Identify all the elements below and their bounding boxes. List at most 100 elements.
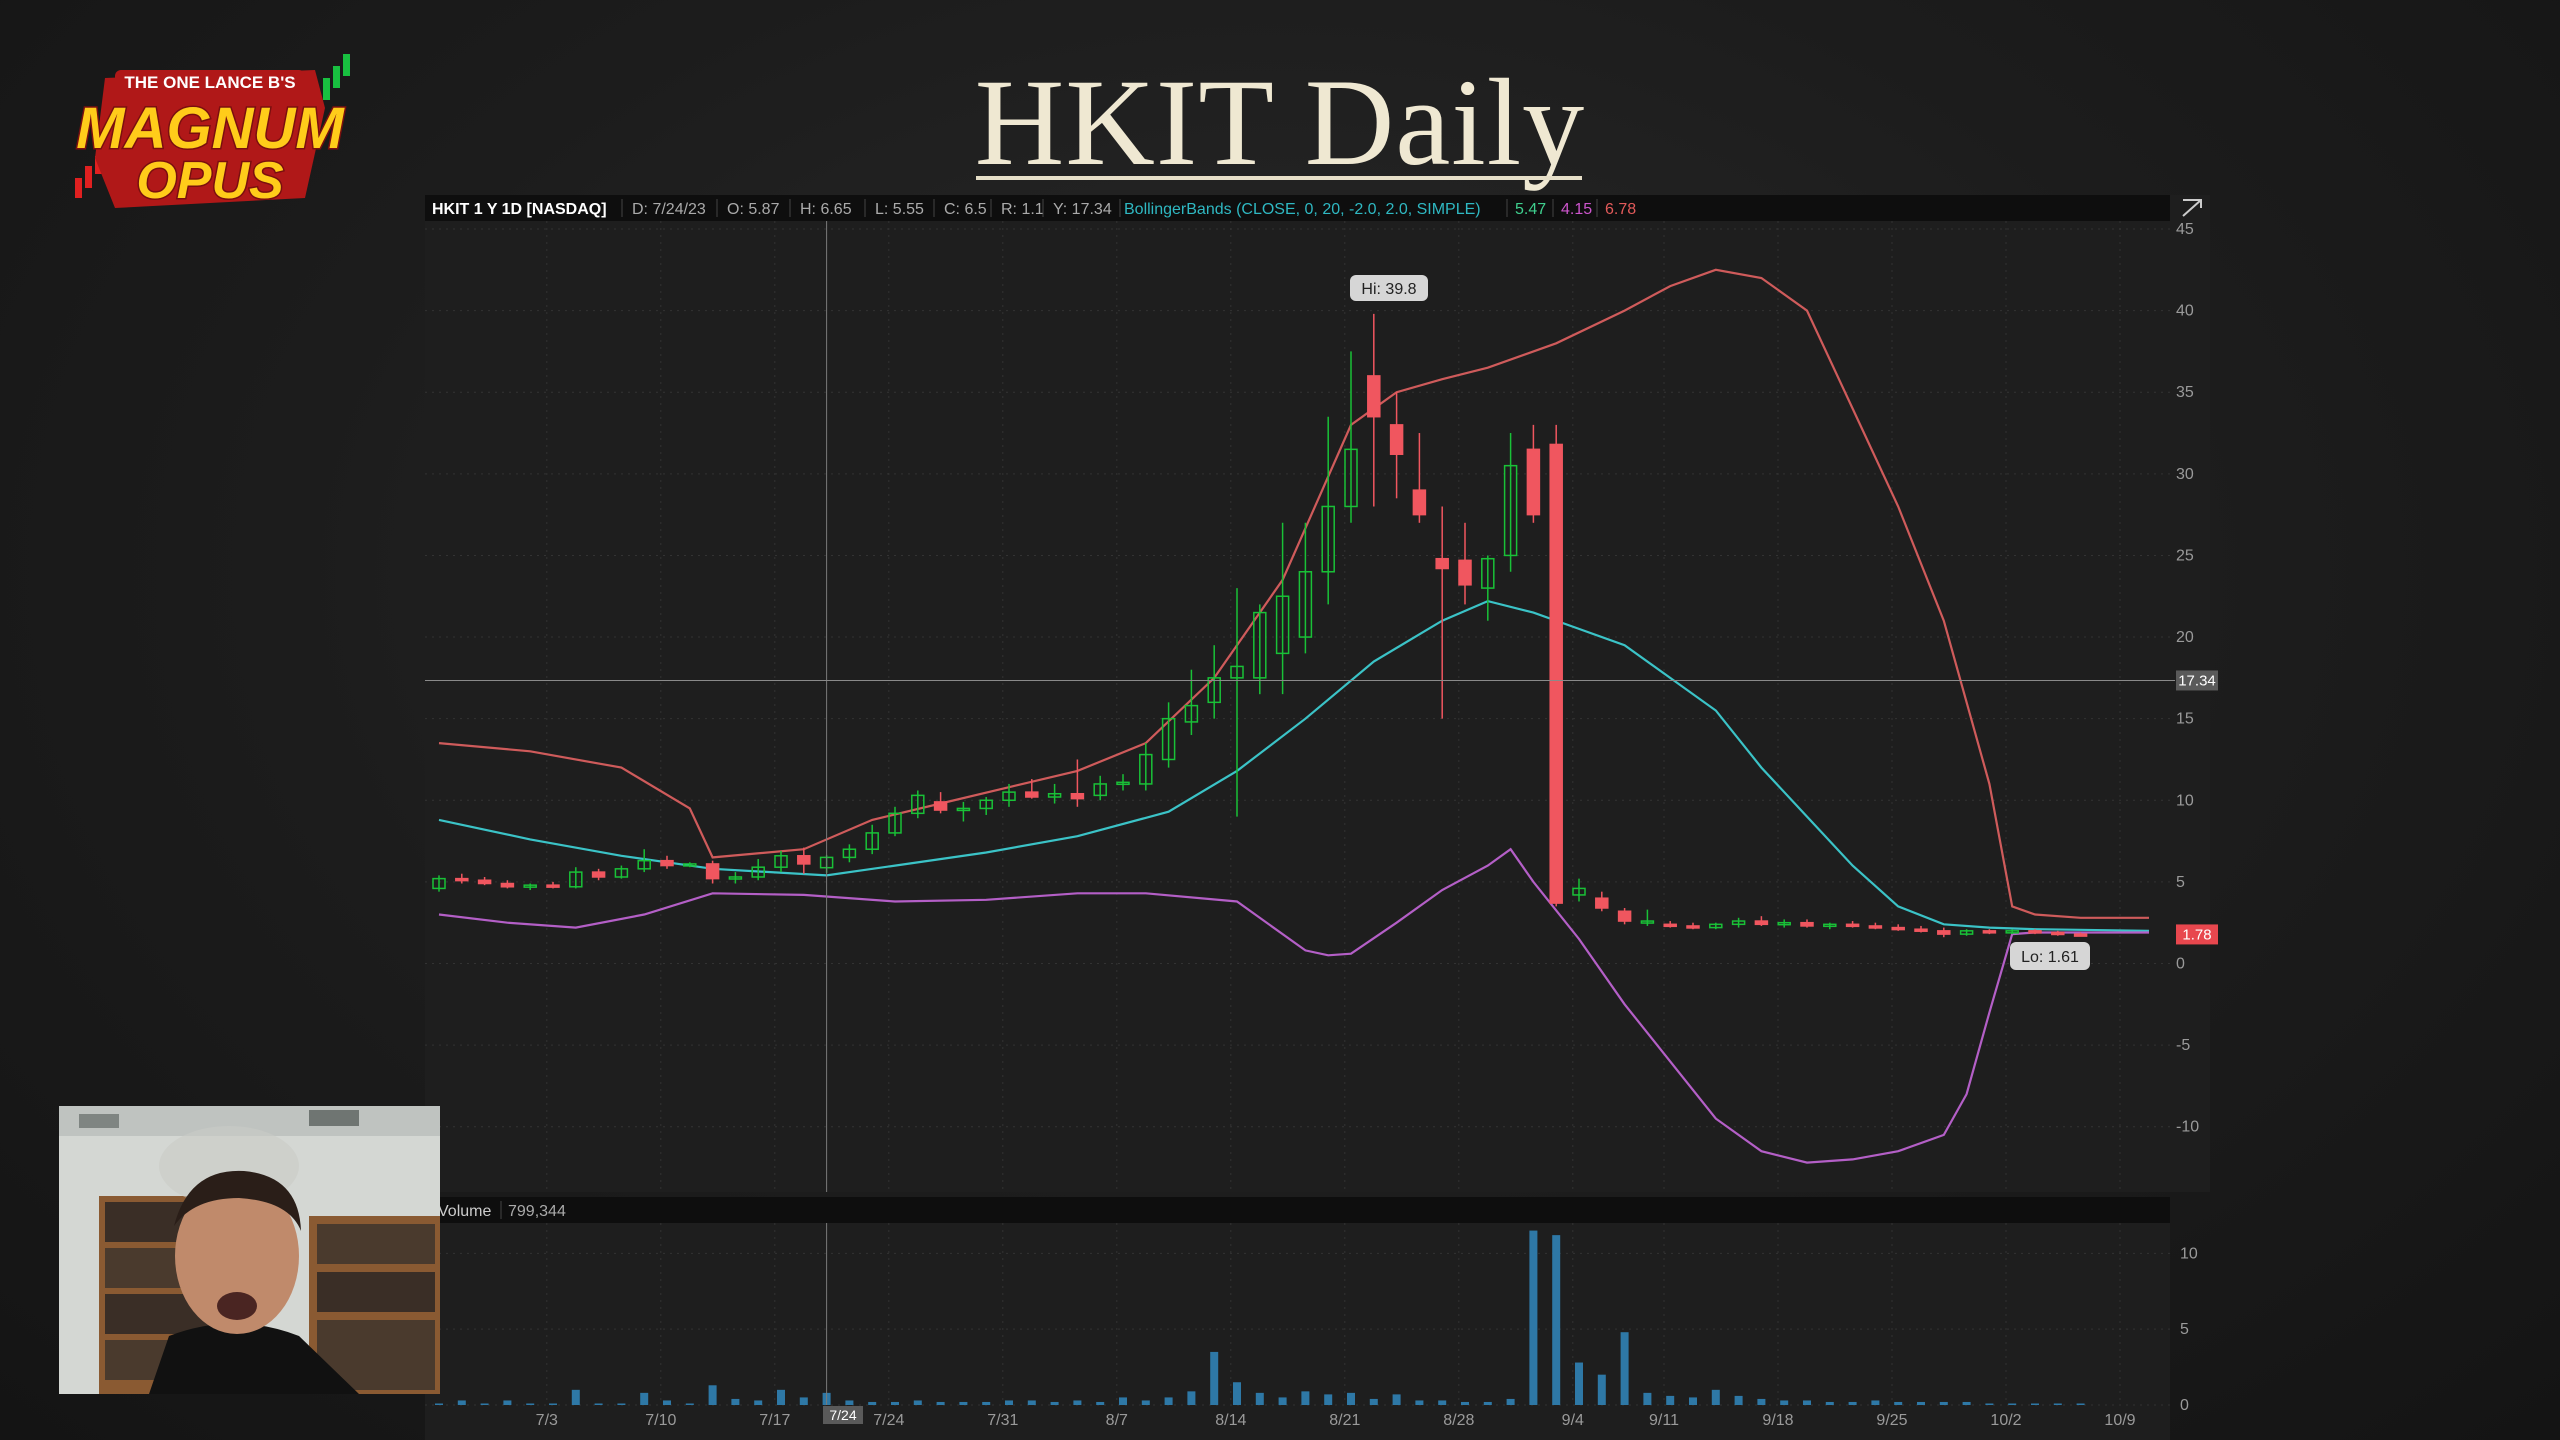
candle: [1344, 351, 1358, 523]
lo-marker-label: Lo: 1.61: [2021, 949, 2079, 966]
candle: [979, 797, 993, 815]
candle: [637, 849, 651, 873]
candle-body: [1914, 928, 1928, 932]
candle: [751, 859, 765, 881]
logo-top-text: THE ONE LANCE B'S: [124, 73, 295, 92]
crosshair: [425, 221, 2175, 1405]
lo-marker: Lo: 1.61: [2010, 942, 2090, 970]
candle: [1275, 522, 1290, 695]
candle: [1367, 313, 1381, 507]
candle: [1253, 604, 1267, 695]
volume-bar: [1141, 1400, 1150, 1405]
volume-bar: [640, 1392, 649, 1405]
volume-bar: [1369, 1398, 1378, 1405]
expand-icon[interactable]: [2179, 198, 2205, 220]
volume-bar: [1119, 1397, 1127, 1405]
hi-marker-label: Hi: 39.8: [1361, 281, 1416, 298]
volume-bar: [1597, 1374, 1606, 1405]
time-tick-label: 10/9: [2104, 1412, 2135, 1429]
candle-body: [1503, 464, 1518, 557]
time-tick-label: 7/31: [987, 1412, 1018, 1429]
candle-body: [1367, 375, 1381, 418]
volume-bar: [777, 1389, 785, 1405]
volume-bar: [1871, 1400, 1880, 1405]
candle: [842, 844, 857, 863]
candle-body: [1435, 557, 1449, 570]
candle-body: [751, 866, 765, 878]
header-y: Y: 17.34: [1053, 201, 1112, 218]
time-tick-label: 8/7: [1106, 1412, 1128, 1429]
volume-bar: [1711, 1389, 1720, 1405]
volume-bar: [1689, 1397, 1697, 1405]
logo-line2: OPUS: [136, 152, 284, 210]
candle: [1435, 506, 1449, 719]
header-low-value: 4.15: [1561, 201, 1592, 218]
header-bar: [425, 195, 2170, 221]
volume-bar: [480, 1403, 489, 1405]
candle: [1207, 645, 1221, 719]
price-tick-label: 10: [2176, 792, 2194, 809]
candle: [1481, 555, 1495, 621]
volume-bar: [731, 1398, 740, 1405]
candle-body: [1868, 925, 1883, 929]
volume-bar: [1073, 1400, 1082, 1405]
volume-bar: [1005, 1400, 1013, 1405]
volume-bar: [617, 1403, 626, 1405]
candle-body: [1686, 925, 1700, 929]
volume-tick-label: 5: [2180, 1321, 2189, 1338]
volume-bar: [1575, 1362, 1583, 1405]
price-chart[interactable]: 45 40 35 30 25 20 15 10 5 0 -5 -10 10 5 0 7/3 7/10 7/17 7/…: [425, 195, 2225, 1440]
header-low: L: 5.55: [875, 201, 924, 218]
time-tick-label: 7/24: [873, 1412, 904, 1429]
volume-bar: [549, 1403, 557, 1405]
volume-bar: [1666, 1395, 1675, 1405]
candle: [1709, 922, 1723, 930]
time-tick-label: 9/11: [1649, 1412, 1679, 1429]
candle-body: [523, 884, 537, 888]
crosshair-price-tag: 17.34: [2176, 670, 2218, 691]
candle: [1982, 929, 1997, 935]
candle-body: [888, 812, 902, 834]
candle: [797, 847, 811, 874]
candle: [1047, 783, 1062, 804]
time-tick-label: 9/4: [1562, 1412, 1584, 1429]
time-tick-label: 9/18: [1762, 1412, 1793, 1429]
header-high: H: 6.65: [800, 201, 852, 218]
candle: [1777, 919, 1791, 928]
volume-bar: [936, 1401, 945, 1405]
candle: [1754, 916, 1769, 926]
candle: [1617, 907, 1632, 925]
candle-body: [1754, 920, 1769, 926]
grid: [425, 221, 2170, 1406]
candle-body: [2073, 933, 2088, 937]
time-tick-label: 7/10: [645, 1412, 676, 1429]
volume-bar: [1210, 1351, 1219, 1405]
candle-body: [637, 859, 651, 870]
volume-bar: [913, 1400, 922, 1405]
candle-body: [1937, 930, 1951, 935]
candle-body: [1344, 448, 1358, 508]
candle: [477, 876, 492, 886]
header-symbol: HKIT 1 Y 1D [NASDAQ]: [432, 201, 607, 218]
candle: [933, 792, 948, 814]
candle: [660, 855, 674, 869]
volume-bar: [1894, 1401, 1903, 1405]
candle: [1823, 922, 1837, 930]
volume-bar: [1620, 1332, 1629, 1405]
candle-body: [1002, 791, 1016, 802]
candle-body: [683, 863, 697, 867]
volume-bar: [1734, 1395, 1743, 1405]
volume-bar: [1917, 1401, 1925, 1405]
candle: [432, 875, 446, 892]
volume-bar: [754, 1400, 763, 1405]
volume-tick-label: 0: [2180, 1397, 2189, 1414]
candle-body: [1823, 923, 1837, 928]
header-close: C: 6.5: [944, 201, 987, 218]
price-axis-bg: [2170, 195, 2210, 1192]
crosshair-date-tag: 7/24: [823, 1406, 863, 1424]
candle: [614, 865, 629, 879]
presenter-video: [59, 1106, 440, 1394]
axes: 45 40 35 30 25 20 15 10 5 0 -5 -10 10 5 0 7/3 7/10 7/17 7/…: [536, 221, 2200, 1429]
candle-body: [705, 863, 720, 880]
volume-bar: [1552, 1235, 1561, 1405]
